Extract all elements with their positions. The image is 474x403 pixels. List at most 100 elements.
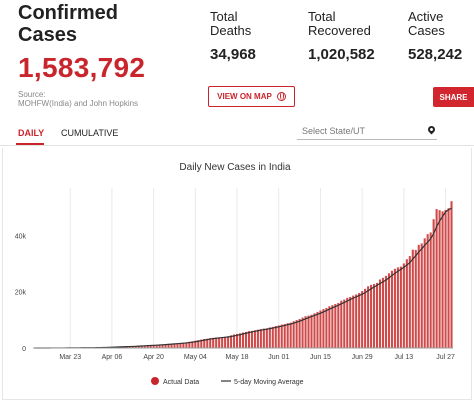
tab-divider (0, 145, 474, 146)
bar-actual-data (155, 344, 158, 348)
bar-actual-data (131, 346, 134, 348)
bar-actual-data (444, 209, 447, 348)
bar-actual-data (435, 209, 438, 348)
data-source: Source: MOHFW(India) and John Hopkins (18, 90, 178, 108)
tab-daily[interactable]: DAILY (18, 128, 45, 138)
bar-actual-data (241, 332, 245, 348)
bar-actual-data (304, 316, 307, 348)
bar-actual-data (441, 211, 444, 348)
bar-actual-data (316, 311, 319, 348)
x-tick-label: May 18 (226, 354, 249, 361)
bar-actual-data (164, 344, 167, 348)
daily-cases-chart: Daily New Cases in India Mar 23 Apr 06 Apr… (15, 162, 455, 386)
x-tick-label: Mar 23 (59, 354, 81, 361)
stat-label-line-2: Recovered (308, 23, 371, 38)
source-text: MOHFW(India) and John Hopkins (18, 99, 139, 108)
bar-actual-data (143, 345, 146, 348)
bar-actual-data (221, 337, 224, 348)
x-tick-label: Jun 01 (268, 354, 289, 361)
bar-actual-data (402, 263, 405, 348)
bar-actual-data (200, 339, 203, 348)
tick-labels: Mar 23 Apr 06 Apr 20 May 04 May 18 Jun 01 Jun … (15, 233, 455, 361)
bar-actual-data (355, 294, 358, 348)
legend-label-actual: Actual Data (163, 379, 199, 386)
globe-icon (276, 92, 286, 101)
bar-actual-data (417, 244, 420, 348)
bar-actual-data (182, 342, 185, 348)
bar-actual-data (387, 273, 390, 348)
bar-actual-data (322, 309, 325, 348)
bar-actual-data (319, 310, 322, 348)
bar-actual-data (349, 296, 352, 348)
bar-actual-data (271, 326, 274, 348)
bar-actual-data (265, 328, 268, 348)
bar-actual-data (292, 321, 295, 348)
title-line-1: Confirmed (18, 2, 118, 24)
bar-actual-data (295, 320, 298, 348)
bar-actual-data (405, 259, 408, 348)
x-tick-label: Apr 06 (102, 354, 123, 361)
view-on-map-button[interactable]: VIEW ON MAP (208, 86, 295, 107)
bar-actual-data (212, 337, 215, 348)
bar-actual-data (337, 302, 340, 348)
bar-actual-data (244, 331, 248, 348)
bar-actual-data (378, 279, 382, 348)
bar-actual-data (370, 284, 373, 348)
bar-actual-data (227, 336, 230, 348)
bar-actual-data (423, 238, 426, 348)
bar-actual-data (149, 345, 152, 348)
x-tick-label: Jun 15 (310, 354, 331, 361)
stat-value: 34,968 (210, 46, 256, 63)
bar-actual-data (161, 344, 164, 348)
bar-actual-data (414, 249, 417, 348)
bar-actual-data (334, 304, 337, 348)
bar-actual-data (367, 286, 370, 348)
state-select-dropdown[interactable]: Select State/UT (297, 122, 437, 140)
stat-value: 1,020,582 (308, 46, 375, 63)
bar-actual-data (358, 293, 361, 348)
confirmed-cases-value: 1,583,792 (18, 52, 146, 83)
bar-actual-data (152, 345, 155, 348)
bar-actual-data (280, 324, 283, 348)
line-moving-average (34, 207, 452, 349)
chart-title: Daily New Cases in India (179, 162, 291, 173)
bar-actual-data (310, 314, 313, 348)
bar-actual-data (364, 288, 367, 348)
bar-actual-data (376, 282, 379, 348)
confirmed-cases-title: Confirmed Cases (18, 2, 118, 46)
x-tick-label: Apr 20 (143, 354, 164, 361)
bar-actual-data (396, 267, 399, 348)
bar-actual-data (411, 249, 414, 348)
bar-actual-data (289, 322, 292, 348)
source-label: Source: (18, 90, 46, 99)
y-tick-label: 40k (15, 233, 27, 240)
bar-actual-data (313, 313, 316, 348)
bar-actual-data (203, 338, 206, 348)
bar-actual-data (286, 323, 289, 348)
bar-actual-data (301, 317, 304, 348)
bar-actual-data (426, 234, 429, 348)
bar-actual-data (328, 306, 331, 348)
bar-actual-data (224, 336, 227, 348)
bar-actual-data (429, 232, 432, 348)
x-tick-label: Jul 13 (395, 354, 414, 361)
stat-label-line-1: Active (408, 10, 444, 24)
bar-actual-data (206, 338, 209, 348)
legend-label-moving-average: 5-day Moving Average (234, 379, 304, 386)
bar-actual-data (140, 345, 143, 348)
bar-actual-data (390, 270, 393, 348)
stat-label-line-2: Deaths (210, 23, 252, 38)
title-line-2: Cases (18, 24, 77, 46)
x-tick-label: Jun 29 (352, 354, 373, 361)
bar-actual-data (253, 330, 256, 348)
tab-cumulative[interactable]: CUMULATIVE (61, 128, 119, 138)
bar-actual-data (215, 337, 218, 348)
bar-actual-data (384, 275, 388, 348)
bar-actual-data (325, 307, 328, 348)
share-button[interactable]: SHARE (433, 87, 474, 107)
bar-actual-data (346, 297, 349, 348)
bar-actual-data (218, 337, 221, 348)
y-tick-label: 0 (22, 346, 26, 353)
bar-actual-data (247, 331, 250, 348)
